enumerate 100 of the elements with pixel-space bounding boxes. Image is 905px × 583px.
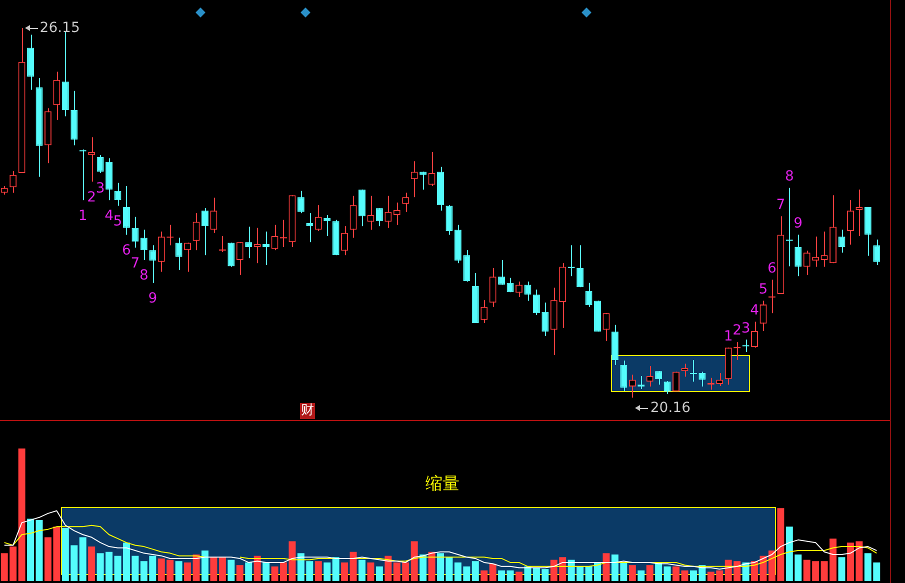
text: 4 [104, 208, 114, 224]
candlestick [297, 190, 304, 214]
candlestick [254, 227, 261, 264]
text: 9 [148, 290, 158, 306]
candlestick [149, 244, 156, 284]
candlestick [140, 229, 148, 261]
candlestick [262, 231, 270, 266]
candlestick [480, 300, 488, 324]
candlestick [628, 374, 636, 398]
bar [228, 560, 235, 581]
bar [114, 556, 122, 581]
text: 2 [732, 322, 742, 339]
candlestick [88, 136, 96, 182]
text: 6 [768, 260, 776, 276]
candlestick [498, 260, 506, 286]
candlestick [803, 250, 810, 276]
candlestick [446, 204, 453, 236]
bar [262, 562, 270, 581]
bar [341, 562, 348, 581]
bar [36, 520, 43, 581]
bar [358, 560, 366, 581]
bar [664, 566, 671, 581]
candlestick [245, 226, 252, 259]
bar [324, 562, 331, 581]
text: 9 [794, 215, 803, 232]
candlestick [751, 321, 758, 348]
bar [506, 570, 514, 581]
bar [175, 561, 182, 581]
candlestick [681, 363, 688, 378]
candlestick [646, 366, 654, 388]
bar [79, 537, 86, 581]
text: 1 [724, 328, 733, 344]
bar [646, 565, 654, 581]
candlestick [10, 170, 17, 194]
text: 3 [741, 320, 750, 336]
text: 8 [784, 168, 794, 184]
candlestick [820, 231, 828, 268]
candlestick [306, 212, 314, 243]
candlestick [184, 242, 192, 272]
bar [628, 565, 636, 581]
bar [18, 448, 26, 581]
bar [218, 557, 226, 581]
candlestick [367, 195, 374, 230]
candlestick [271, 224, 278, 251]
candlestick [201, 208, 208, 256]
text: 7 [130, 255, 140, 272]
candlestick [420, 171, 427, 190]
candlestick [428, 152, 436, 186]
bar [201, 550, 208, 581]
candlestick [698, 371, 706, 388]
text: 4 [750, 302, 759, 318]
candlestick [532, 289, 540, 316]
text: 3 [96, 180, 105, 197]
candlestick [410, 160, 418, 198]
text: 2 [87, 189, 96, 206]
candlestick [760, 300, 767, 332]
text: 7 [776, 196, 786, 213]
bar [602, 553, 610, 581]
bar [192, 554, 200, 581]
candlestick [873, 239, 880, 266]
candlestick [341, 226, 348, 256]
bar [516, 572, 522, 581]
bar [376, 566, 383, 581]
annotation: 缩量 [424, 473, 460, 495]
bar [350, 552, 357, 581]
candlestick [175, 237, 182, 270]
candlestick [324, 214, 331, 236]
bar [236, 565, 244, 581]
candlestick [463, 250, 470, 282]
text: 5 [758, 281, 768, 298]
candlestick [585, 282, 592, 308]
candlestick [489, 268, 496, 308]
bar [428, 552, 436, 581]
bar [655, 562, 662, 581]
bar [420, 554, 427, 581]
bar [27, 518, 34, 581]
bar [367, 562, 374, 581]
candlestick [192, 212, 200, 251]
candlestick [602, 312, 610, 342]
candlestick [716, 372, 724, 386]
bar [524, 566, 532, 581]
text: 5 [113, 213, 122, 230]
bar [332, 557, 340, 581]
bar [384, 556, 392, 581]
bar [472, 561, 479, 581]
candlestick [53, 71, 60, 120]
candlestick [350, 195, 357, 238]
bar [751, 561, 758, 581]
bar [245, 562, 252, 581]
candlestick [620, 360, 628, 392]
candlestick [542, 302, 549, 336]
candlestick [794, 234, 802, 277]
candlestick [672, 371, 680, 392]
candlestick [210, 197, 218, 234]
bar [638, 570, 645, 581]
bar [838, 557, 846, 581]
candlestick [856, 189, 863, 236]
bar [410, 541, 418, 581]
annotation: 26.15 [40, 18, 80, 37]
bar [489, 564, 496, 581]
